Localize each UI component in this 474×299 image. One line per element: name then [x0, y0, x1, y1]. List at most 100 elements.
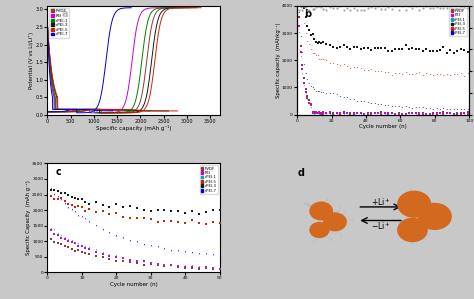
Point [340, 43, 347, 48]
Point [402, 8, 410, 13]
Point [337, 45, 344, 49]
Point [357, 110, 365, 115]
Point [51, 239, 58, 244]
Point [147, 243, 155, 248]
Point [51, 187, 58, 192]
Point [307, 46, 315, 51]
Point [309, 110, 316, 115]
Point [402, 103, 410, 108]
Point [398, 71, 406, 76]
Point [378, 68, 385, 73]
Point [316, 57, 323, 61]
Point [337, 111, 344, 115]
Circle shape [310, 222, 329, 237]
Point [297, 0, 304, 2]
Point [405, 111, 413, 116]
Point [436, 106, 444, 111]
Point [74, 243, 82, 248]
Point [443, 51, 451, 55]
Point [106, 251, 113, 256]
Point [426, 111, 433, 115]
Point [357, 111, 365, 115]
Point [182, 221, 189, 225]
Point [384, 69, 392, 74]
Point [314, 4, 321, 9]
Point [71, 196, 79, 200]
Point [209, 265, 217, 269]
Point [464, 71, 471, 75]
Point [322, 111, 330, 115]
Point [364, 110, 372, 115]
Point [195, 265, 203, 270]
Point [443, 111, 451, 115]
Point [154, 220, 161, 225]
Point [61, 237, 68, 242]
Point [450, 111, 457, 116]
Point [447, 4, 454, 9]
Point [436, 111, 444, 115]
Point [450, 111, 457, 115]
Point [316, 39, 323, 44]
Point [460, 48, 468, 53]
Point [295, 7, 302, 12]
Point [360, 7, 368, 12]
Point [82, 246, 89, 251]
Point [154, 262, 161, 266]
Point [47, 237, 55, 241]
Point [422, 112, 430, 116]
Point [340, 111, 347, 116]
Point [405, 105, 413, 110]
Point [119, 259, 127, 263]
Point [433, 5, 440, 10]
Point [447, 111, 454, 116]
Point [82, 208, 89, 213]
Point [64, 245, 72, 250]
Point [384, 4, 392, 9]
Point [392, 112, 399, 116]
Point [326, 43, 334, 48]
Point [416, 70, 423, 75]
Point [384, 103, 392, 107]
Point [340, 62, 347, 67]
Point [384, 111, 392, 116]
Point [299, 50, 306, 54]
Point [126, 237, 134, 242]
Point [367, 67, 375, 71]
Point [68, 206, 75, 211]
Point [57, 190, 65, 195]
Point [392, 46, 399, 51]
Point [429, 5, 437, 10]
Point [99, 227, 106, 232]
Point [440, 45, 447, 50]
Point [457, 107, 465, 112]
Point [140, 262, 147, 267]
Point [378, 110, 385, 115]
Point [307, 4, 315, 8]
Point [312, 110, 320, 115]
Point [440, 106, 447, 110]
Point [343, 64, 351, 68]
Point [454, 111, 461, 115]
Point [140, 215, 147, 220]
X-axis label: Specific capacity (mAh g⁻¹): Specific capacity (mAh g⁻¹) [96, 125, 171, 131]
Point [450, 8, 457, 13]
Point [395, 111, 402, 116]
Point [326, 60, 334, 65]
Point [106, 211, 113, 216]
Point [216, 267, 223, 271]
Point [161, 208, 168, 212]
Point [68, 238, 75, 242]
Point [126, 260, 134, 265]
Point [174, 247, 182, 252]
Point [422, 71, 430, 75]
Point [216, 265, 223, 270]
Point [429, 48, 437, 53]
Point [99, 250, 106, 254]
Point [78, 196, 86, 201]
Point [78, 242, 86, 247]
Point [343, 6, 351, 10]
Point [209, 208, 217, 213]
Point [326, 111, 334, 116]
Point [312, 4, 320, 9]
Point [154, 208, 161, 212]
